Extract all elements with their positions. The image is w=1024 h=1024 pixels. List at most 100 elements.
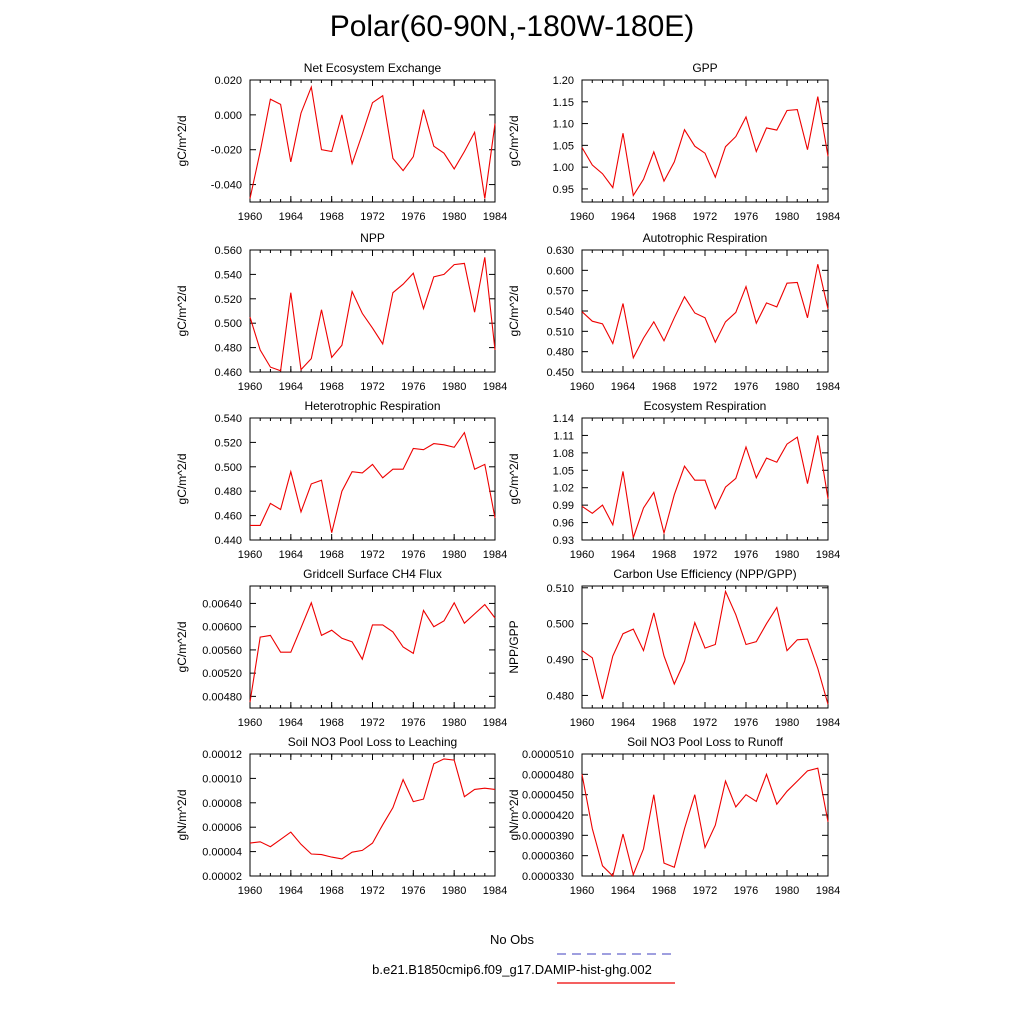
y-tick-label: 0.510 <box>546 326 574 338</box>
y-tick-label: 0.520 <box>214 294 242 306</box>
x-tick-label: 1976 <box>401 885 425 897</box>
x-tick-label: 1980 <box>775 549 799 561</box>
y-tick-label: 0.0000480 <box>522 769 574 781</box>
y-tick-label: 0.00008 <box>202 798 242 810</box>
y-tick-label: 1.00 <box>553 162 574 174</box>
x-tick-label: 1980 <box>442 717 466 729</box>
y-axis-label: gN/m^2/d <box>175 790 189 841</box>
y-axis-label: gC/m^2/d <box>175 622 189 673</box>
x-tick-label: 1980 <box>442 885 466 897</box>
y-tick-label: 0.000 <box>214 110 242 122</box>
x-tick-label: 1964 <box>279 717 303 729</box>
x-tick-label: 1980 <box>775 885 799 897</box>
x-tick-label: 1964 <box>279 885 303 897</box>
x-tick-label: 1980 <box>775 717 799 729</box>
x-tick-label: 1960 <box>238 885 262 897</box>
y-tick-label: 0.460 <box>214 367 242 379</box>
x-tick-label: 1984 <box>816 211 840 223</box>
y-tick-label: 0.00012 <box>202 749 242 761</box>
panel-2: GPP gC/m^2/d 1960 1964 1968 1972 1976 1980 1984 0… <box>507 61 840 223</box>
series-line <box>581 264 829 360</box>
y-tick-label: 0.93 <box>553 535 574 547</box>
plot-frame <box>249 753 496 877</box>
x-tick-label: 1964 <box>611 717 635 729</box>
x-tick-label: 1964 <box>279 381 303 393</box>
y-tick-label: 0.560 <box>214 245 242 257</box>
y-tick-label: 1.14 <box>553 413 574 425</box>
y-tick-label: 0.0000420 <box>522 810 574 822</box>
panel-title: Soil NO3 Pool Loss to Runoff <box>627 735 784 749</box>
x-tick-label: 1968 <box>652 717 676 729</box>
x-tick-label: 1968 <box>319 211 343 223</box>
y-tick-label: 0.500 <box>546 619 574 631</box>
x-tick-label: 1960 <box>238 717 262 729</box>
x-tick-label: 1968 <box>652 549 676 561</box>
y-tick-label: 0.480 <box>546 690 574 702</box>
y-tick-label: 0.490 <box>546 655 574 667</box>
y-axis-label: gC/m^2/d <box>507 454 521 505</box>
x-tick-label: 1972 <box>360 717 384 729</box>
x-tick-label: 1984 <box>483 885 507 897</box>
x-tick-label: 1972 <box>360 885 384 897</box>
x-tick-label: 1968 <box>319 717 343 729</box>
y-tick-label: 0.00560 <box>202 645 242 657</box>
x-tick-label: 1984 <box>816 549 840 561</box>
y-axis-label: gC/m^2/d <box>175 116 189 167</box>
x-tick-label: 1960 <box>570 717 594 729</box>
panel-1: Net Ecosystem Exchange gC/m^2/d 1960 1964 19… <box>175 61 507 223</box>
y-tick-label: 0.00002 <box>202 871 242 883</box>
x-tick-label: 1980 <box>442 549 466 561</box>
series-line <box>249 257 496 372</box>
x-tick-label: 1972 <box>360 549 384 561</box>
y-tick-label: 0.480 <box>546 347 574 359</box>
panel-4: Autotrophic Respiration gC/m^2/d 1960 1964 1… <box>507 231 840 393</box>
y-tick-label: 0.500 <box>214 318 242 330</box>
y-tick-label: 1.05 <box>553 140 574 152</box>
x-tick-label: 1972 <box>693 211 717 223</box>
plot-frame <box>581 249 829 373</box>
y-tick-label: 1.02 <box>553 483 574 495</box>
panel-title: Ecosystem Respiration <box>644 399 767 413</box>
panel-7: Gridcell Surface CH4 Flux gC/m^2/d 1960 196… <box>175 567 507 729</box>
y-tick-label: 0.480 <box>214 486 242 498</box>
x-tick-label: 1976 <box>401 211 425 223</box>
y-tick-label: -0.040 <box>211 180 242 192</box>
y-axis-label: NPP/GPP <box>507 620 521 673</box>
y-tick-label: 0.020 <box>214 75 242 87</box>
x-tick-label: 1984 <box>816 885 840 897</box>
y-tick-label: 1.20 <box>553 75 574 87</box>
x-tick-label: 1960 <box>570 381 594 393</box>
y-axis-label: gN/m^2/d <box>507 790 521 841</box>
x-tick-label: 1976 <box>734 549 758 561</box>
y-tick-label: 0.00600 <box>202 622 242 634</box>
y-tick-label: 0.99 <box>553 500 574 512</box>
y-tick-label: -0.020 <box>211 145 242 157</box>
x-tick-label: 1980 <box>442 211 466 223</box>
x-tick-label: 1984 <box>483 211 507 223</box>
y-tick-label: 0.00010 <box>202 773 242 785</box>
series-line <box>249 758 496 860</box>
x-tick-label: 1972 <box>360 211 384 223</box>
x-tick-label: 1968 <box>319 885 343 897</box>
y-tick-label: 0.0000510 <box>522 749 574 761</box>
panel-title: NPP <box>360 231 385 245</box>
x-tick-label: 1960 <box>238 381 262 393</box>
y-tick-label: 0.0000390 <box>522 830 574 842</box>
x-tick-label: 1976 <box>401 549 425 561</box>
y-tick-label: 0.96 <box>553 518 574 530</box>
y-tick-label: 0.0000330 <box>522 871 574 883</box>
y-tick-label: 0.440 <box>214 535 242 547</box>
x-tick-label: 1972 <box>693 381 717 393</box>
y-axis-label: gC/m^2/d <box>175 454 189 505</box>
panel-title: Net Ecosystem Exchange <box>304 61 442 75</box>
plot-frame <box>249 417 496 541</box>
x-tick-label: 1960 <box>238 549 262 561</box>
panel-8: Carbon Use Efficiency (NPP/GPP) NPP/GPP 19… <box>507 567 840 729</box>
y-tick-label: 0.570 <box>546 286 574 298</box>
x-tick-label: 1972 <box>360 381 384 393</box>
x-tick-label: 1968 <box>652 211 676 223</box>
y-tick-label: 0.00520 <box>202 668 242 680</box>
panel-title: Soil NO3 Pool Loss to Leaching <box>288 735 457 749</box>
series-line <box>581 435 829 538</box>
